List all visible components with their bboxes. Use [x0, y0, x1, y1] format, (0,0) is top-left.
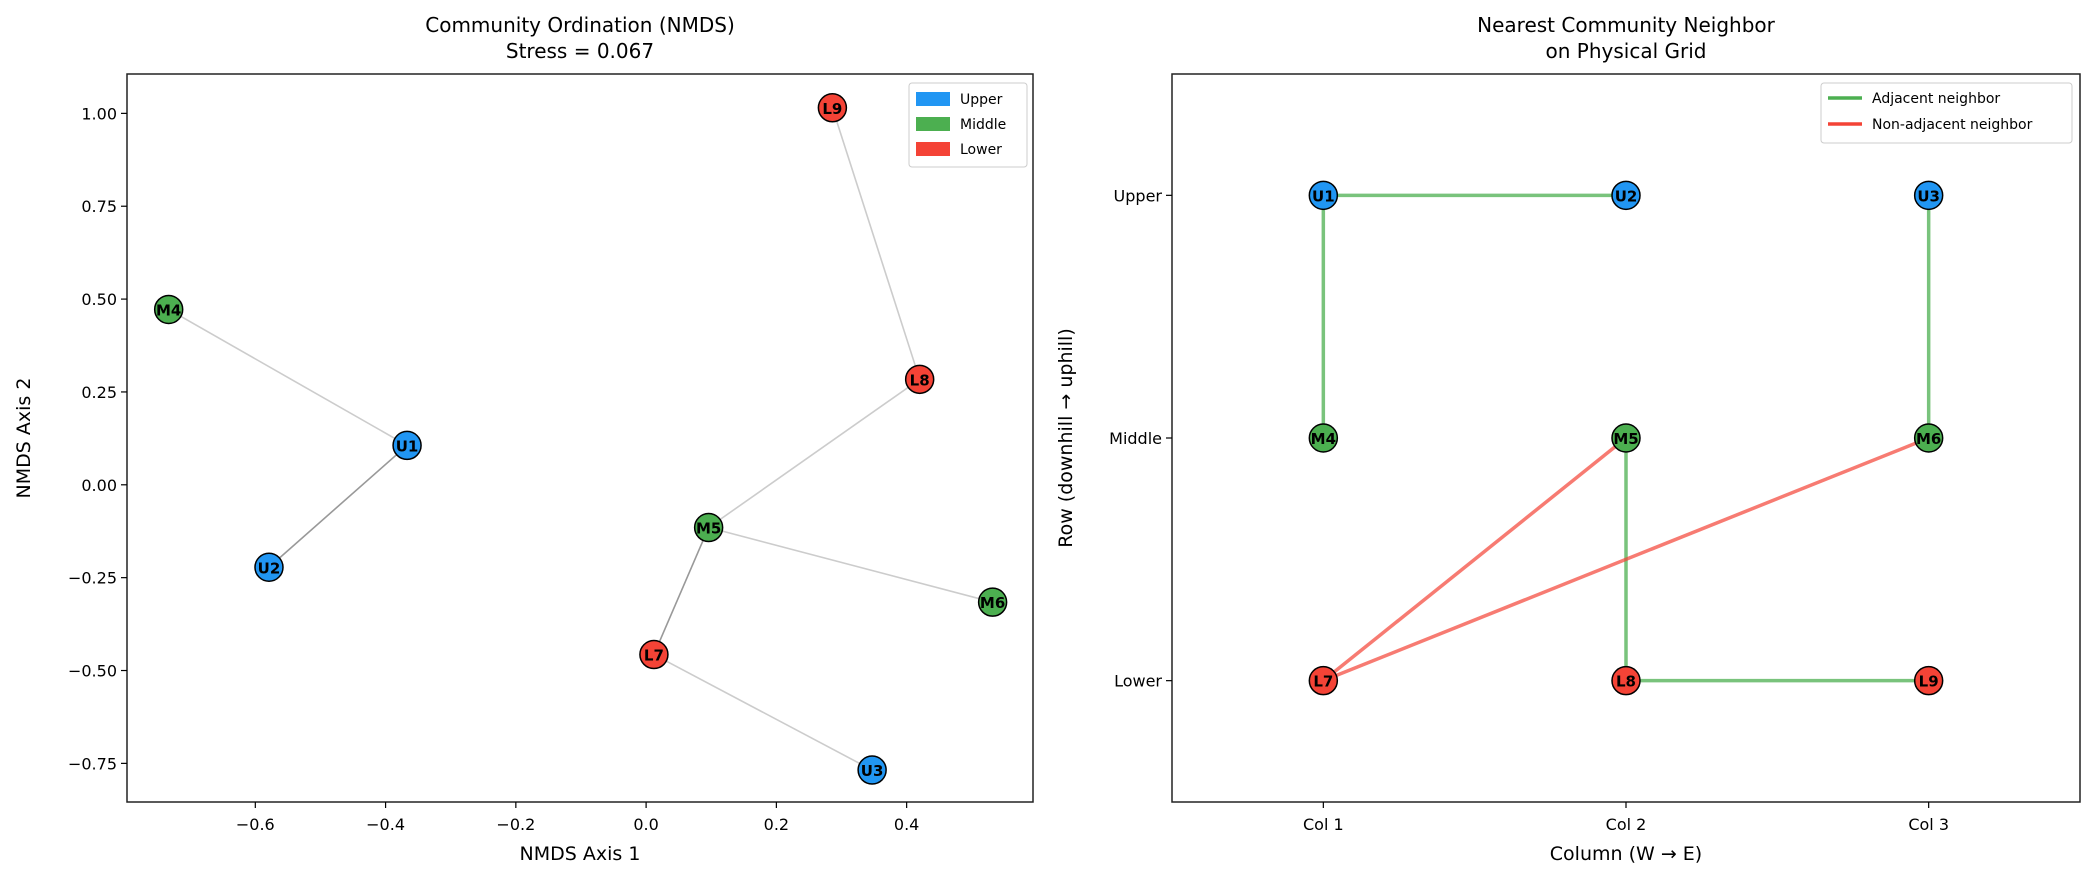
y-tick-label: −0.25 [68, 569, 117, 588]
legend-label: Adjacent neighbor [1872, 91, 2000, 107]
neighbor-edge [168, 308, 408, 447]
point-label: U2 [1615, 187, 1638, 205]
point-marker [1308, 180, 1339, 211]
non-adjacent-edge [1322, 436, 1930, 683]
y-tick-label: 0.25 [81, 383, 117, 402]
neighbor-edge [653, 653, 873, 771]
legend-label: Upper [960, 92, 1003, 108]
point-label: U3 [1917, 187, 1940, 205]
neighbor-edge [831, 107, 921, 380]
point-label: U1 [1312, 187, 1335, 205]
x-tick-label: 0.0 [633, 815, 658, 834]
legend-swatch [916, 117, 950, 131]
point-label: L9 [1919, 673, 1939, 691]
point-label: M4 [1311, 430, 1336, 448]
point-label: U3 [861, 762, 884, 780]
point-label: L7 [1313, 673, 1333, 691]
point-marker [977, 587, 1008, 617]
nmds-subtitle: Stress = 0.067 [506, 39, 654, 63]
legend: Upper Middle Lower [908, 82, 1028, 168]
x-tick-label: Col 3 [1908, 815, 1949, 834]
x-tick-label: 0.2 [764, 815, 789, 834]
neighbor-edge [268, 444, 408, 568]
y-tick-label: Middle [1109, 429, 1162, 448]
y-tick-label: −0.50 [68, 662, 117, 681]
point-marker [1913, 665, 1944, 696]
legend-label: Non-adjacent neighbor [1872, 117, 2033, 133]
point-marker [1611, 665, 1641, 696]
point-marker [153, 294, 184, 325]
point-marker [857, 755, 887, 785]
point-marker [1308, 665, 1339, 696]
grid-plot: Nearest Community Neighbor on Physical G… [1055, 13, 2081, 865]
legend-swatch [916, 142, 950, 156]
point-marker [904, 364, 935, 395]
nmds-plot: Community Ordination (NMDS) Stress = 0.0… [13, 13, 1034, 865]
point-label: M4 [156, 301, 181, 319]
point-marker [1913, 180, 1944, 211]
point-label: U1 [396, 437, 419, 455]
y-tick-label: 1.00 [81, 104, 117, 123]
grid-subtitle: on Physical Grid [1546, 39, 1707, 63]
point-label: M5 [1613, 430, 1638, 448]
point-label: L9 [822, 100, 842, 118]
nmds-title: Community Ordination (NMDS) [425, 13, 735, 37]
point-marker [639, 639, 669, 670]
point-marker [1308, 423, 1339, 453]
x-tick-label: Col 2 [1606, 815, 1647, 834]
point-marker [1611, 423, 1641, 453]
point-label: M6 [1916, 430, 1941, 448]
neighbor-edge [708, 526, 993, 603]
point-marker [254, 552, 284, 583]
point-label: M6 [980, 594, 1005, 612]
point-label: L7 [644, 647, 664, 665]
legend-swatch [916, 92, 950, 106]
x-tick-label: −0.4 [366, 815, 405, 834]
y-tick-label: Upper [1114, 186, 1163, 205]
non-adjacent-edge [1322, 436, 1628, 683]
x-tick-label: −0.6 [236, 815, 275, 834]
grid-title: Nearest Community Neighbor [1477, 13, 1775, 37]
point-marker [392, 430, 422, 461]
point-marker [1611, 180, 1641, 211]
neighbor-edge [708, 378, 921, 529]
legend-frame [1820, 82, 2073, 144]
point-label: M5 [696, 520, 721, 538]
legend-label: Lower [960, 142, 1002, 158]
y-tick-label: Lower [1114, 672, 1162, 691]
point-marker [817, 93, 848, 123]
y-tick-label: −0.75 [68, 754, 117, 773]
legend-label: Middle [960, 117, 1006, 133]
grid-ylabel: Row (downhill → uphill) [1055, 328, 1077, 548]
y-tick-label: 0.50 [81, 290, 117, 309]
point-label: L8 [1616, 673, 1636, 691]
y-tick-label: 0.00 [81, 476, 117, 495]
point-marker [1913, 423, 1944, 453]
point-label: L8 [910, 371, 930, 389]
x-tick-label: Col 1 [1303, 815, 1344, 834]
nmds-xlabel: NMDS Axis 1 [520, 843, 641, 865]
x-tick-label: −0.2 [496, 815, 535, 834]
x-tick-label: 0.4 [894, 815, 919, 834]
legend: Adjacent neighbor Non-adjacent neighbor [1820, 82, 2073, 144]
point-label: U2 [258, 559, 281, 577]
axes-frame [126, 73, 1034, 803]
y-tick-label: 0.75 [81, 197, 117, 216]
point-marker [693, 512, 724, 543]
nmds-ylabel: NMDS Axis 2 [13, 378, 35, 499]
grid-xlabel: Column (W → E) [1550, 843, 1702, 865]
neighbor-edge [653, 527, 710, 655]
